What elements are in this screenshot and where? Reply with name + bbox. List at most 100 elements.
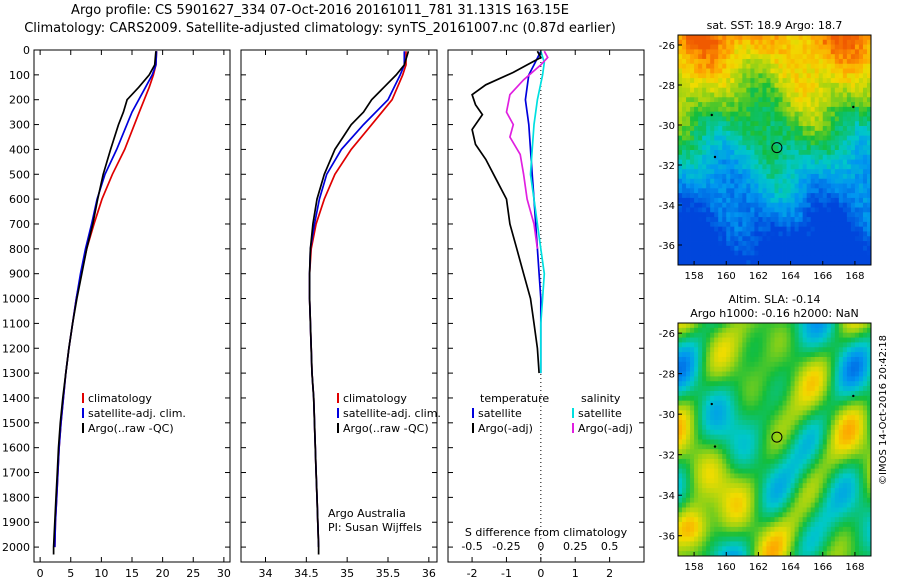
heatmap-cell	[706, 551, 711, 557]
heatmap-cell	[746, 429, 751, 436]
heatmap-cell	[682, 197, 687, 204]
heatmap-cell	[842, 188, 848, 194]
heatmap-cell	[854, 54, 860, 60]
heatmap-cell	[774, 371, 779, 377]
heatmap-cell	[726, 497, 731, 503]
heatmap-cell	[822, 492, 828, 499]
y-tick-label: 1700	[2, 467, 30, 480]
heatmap-cell	[822, 217, 828, 223]
heatmap-cell	[826, 154, 832, 160]
heatmap-cell	[810, 126, 816, 132]
heatmap-cell	[750, 429, 755, 436]
y-tick-label: 1100	[2, 317, 30, 330]
heatmap-cell	[814, 255, 820, 261]
heatmap-cell	[846, 522, 852, 528]
heatmap-cell	[838, 154, 844, 160]
heatmap-cell	[738, 78, 743, 84]
heatmap-cell	[718, 492, 723, 499]
heatmap-cell	[754, 473, 759, 479]
heatmap-cell	[750, 207, 755, 213]
heatmap-cell	[758, 49, 763, 55]
heatmap-cell	[726, 468, 731, 474]
heatmap-cell	[746, 207, 751, 213]
heatmap-cell	[678, 44, 683, 50]
heatmap-cell	[734, 197, 739, 204]
heatmap-cell	[770, 255, 775, 261]
heatmap-cell	[826, 87, 832, 93]
heatmap-cell	[854, 183, 860, 189]
heatmap-cell	[738, 371, 743, 377]
heatmap-cell	[838, 231, 844, 237]
heatmap-cell	[738, 405, 743, 411]
heatmap-cell	[850, 260, 856, 266]
heatmap-cell	[774, 458, 779, 465]
heatmap-cell	[722, 78, 727, 84]
heatmap-cell	[702, 439, 707, 445]
heatmap-cell	[702, 197, 707, 204]
heatmap-cell	[726, 164, 731, 170]
heatmap-cell	[778, 420, 783, 426]
heatmap-cell	[710, 217, 715, 223]
heatmap-cell	[690, 386, 695, 392]
heatmap-cell	[746, 121, 751, 127]
heatmap-cell	[746, 87, 751, 93]
heatmap-cell	[774, 54, 779, 60]
heatmap-cell	[762, 130, 767, 137]
heatmap-cell	[778, 376, 783, 382]
heatmap-cell	[834, 245, 840, 252]
heatmap-cell	[850, 381, 856, 387]
heatmap-cell	[746, 356, 751, 363]
legend-label: Argo(..raw -QC)	[343, 422, 429, 435]
heatmap-cell	[778, 49, 783, 55]
heatmap-cell	[698, 245, 703, 252]
heatmap-cell	[678, 507, 683, 513]
heatmap-cell	[714, 73, 719, 79]
heatmap-cell	[758, 221, 763, 228]
heatmap-cell	[738, 395, 743, 402]
heatmap-cell	[794, 361, 800, 368]
heatmap-cell	[750, 386, 755, 392]
heatmap-cell	[866, 541, 872, 547]
heatmap-cell	[738, 424, 743, 431]
heatmap-cell	[834, 73, 840, 79]
heatmap-cell	[758, 361, 763, 368]
heatmap-cell	[770, 54, 775, 60]
heatmap-cell	[722, 541, 727, 547]
heatmap-cell	[830, 405, 836, 411]
heatmap-cell	[806, 541, 812, 547]
heatmap-cell	[854, 395, 860, 402]
x-tick-label: 25	[186, 567, 200, 580]
heatmap-cell	[850, 323, 856, 329]
heatmap-cell	[682, 444, 687, 450]
heatmap-cell	[778, 145, 783, 151]
heatmap-cell	[834, 87, 840, 93]
heatmap-cell	[806, 449, 812, 455]
heatmap-cell	[794, 390, 800, 397]
heatmap-cell	[826, 478, 832, 484]
heatmap-cell	[790, 458, 795, 465]
heatmap-cell	[742, 150, 747, 156]
heatmap-cell	[850, 116, 856, 122]
heatmap-cell	[822, 361, 828, 368]
heatmap-cell	[718, 154, 723, 160]
heatmap-cell	[746, 111, 751, 117]
heatmap-cell	[794, 135, 800, 141]
heatmap-cell	[730, 502, 735, 508]
heatmap-cell	[826, 371, 832, 377]
heatmap-cell	[742, 449, 747, 455]
heatmap-cell	[766, 178, 771, 184]
heatmap-cell	[694, 207, 699, 213]
heatmap-cell	[778, 87, 783, 93]
heatmap-cell	[722, 197, 727, 204]
heatmap-cell	[826, 546, 832, 552]
heatmap-cell	[762, 458, 767, 465]
heatmap-cell	[830, 512, 836, 518]
heatmap-cell	[826, 366, 832, 372]
heatmap-cell	[714, 121, 719, 127]
heatmap-cell	[682, 526, 687, 533]
heatmap-cell	[694, 221, 699, 228]
heatmap-cell	[838, 526, 844, 533]
heatmap-cell	[762, 405, 767, 411]
heatmap-cell	[730, 130, 735, 137]
heatmap-cell	[714, 58, 719, 65]
